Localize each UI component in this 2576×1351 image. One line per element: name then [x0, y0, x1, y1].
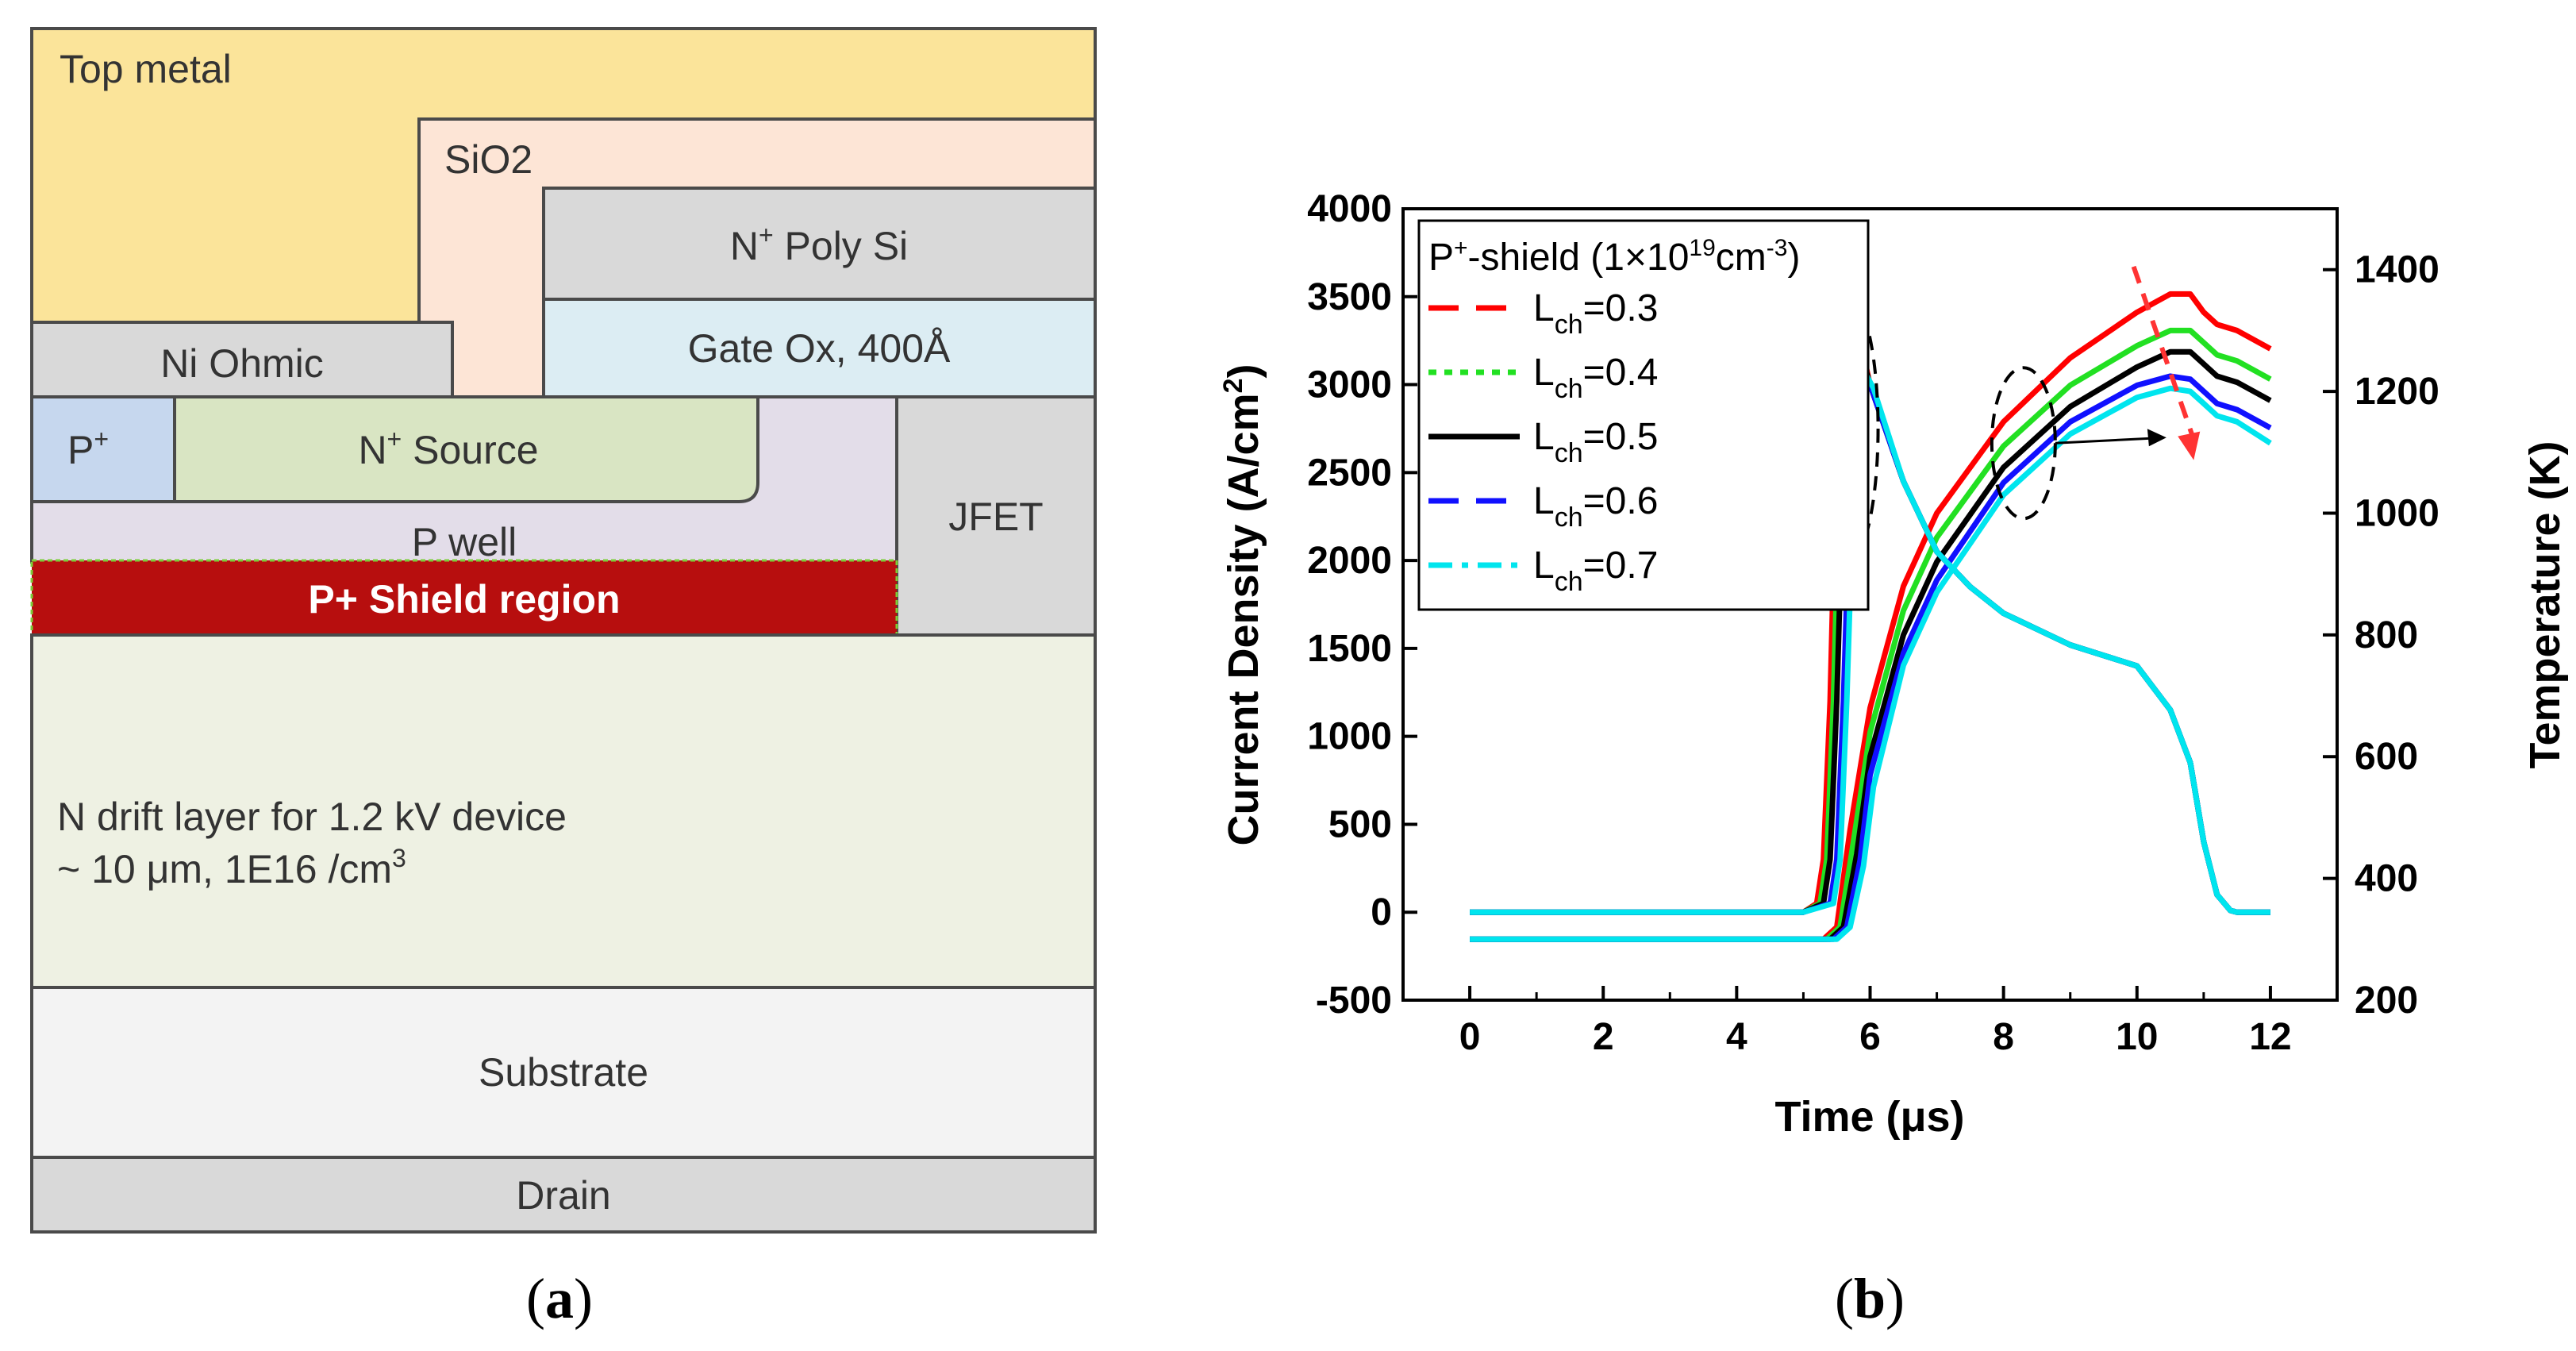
caption-a: (a) — [526, 1267, 593, 1330]
legend-entries: Lch=0.3 Lch=0.4 Lch=0.5 Lch=0.6 Lch=0.7 — [1428, 287, 1658, 597]
label-p-plus: P+ — [67, 425, 109, 472]
y-axis-right-title: Temperature (K) — [2521, 441, 2569, 768]
y-left-tick-label: 3500 — [1307, 276, 1392, 318]
y-left-tick-label: 3000 — [1307, 364, 1392, 406]
arrow-right-line — [2055, 437, 2151, 445]
y-left-tick-label: 500 — [1328, 803, 1392, 845]
legend: P+-shield (1×1019cm-3) Lch=0.3Lch=0.4Lch… — [1417, 219, 1870, 611]
x-tick-label: 2 — [1593, 1016, 1614, 1058]
y-right-tick-label: 1200 — [2355, 371, 2440, 413]
caption-b: (b) — [1835, 1267, 1905, 1330]
legend-box — [1417, 219, 1870, 611]
y-left-tick-label: 1000 — [1307, 716, 1392, 758]
x-tick-label: 6 — [1859, 1016, 1881, 1058]
label-jfet: JFET — [948, 495, 1043, 539]
arrow-right-head — [2147, 429, 2167, 447]
y-left-tick-label: -500 — [1316, 980, 1392, 1022]
y-left-tick-label: 4000 — [1307, 188, 1392, 230]
y-left-tick-label: 2000 — [1307, 540, 1392, 582]
label-drift-line1: N drift layer for 1.2 kV device — [57, 795, 567, 839]
trend-arrow-head — [2178, 431, 2201, 460]
label-ni-ohmic: Ni Ohmic — [160, 341, 324, 386]
legend-title: P+-shield (1×1019cm-3) — [1428, 235, 1800, 279]
temperature-curve — [1470, 385, 2272, 942]
x-tick-label: 4 — [1726, 1016, 1747, 1058]
layer-gate-ox — [542, 298, 1097, 398]
axes-ticks: 0 2 4 6 8 10 12 -500 0 500 1000 1500 2000 2500 3000 350… — [1307, 188, 2440, 1058]
label-p-shield: P+ Shield region — [308, 577, 620, 622]
x-tick-label: 12 — [2249, 1016, 2291, 1058]
layer-p-shield — [30, 559, 898, 637]
y-right-tick-label: 600 — [2355, 736, 2418, 778]
y-right-tick-label: 800 — [2355, 614, 2418, 656]
y-axis-left-title: Current Density (A/cm2) — [1218, 364, 1267, 845]
x-tick-label: 0 — [1459, 1016, 1481, 1058]
label-substrate: Substrate — [479, 1050, 648, 1095]
y-right-tick-label: 400 — [2355, 858, 2418, 900]
temperature-curve — [1470, 348, 2272, 942]
trend-arrow-line — [2131, 265, 2197, 441]
current-curve — [1470, 373, 2270, 915]
legend-label: Lch=0.4 — [1533, 352, 1658, 404]
y-right-tick-label: 200 — [2355, 980, 2418, 1022]
layer-substrate — [30, 986, 1097, 1159]
layer-jfet — [895, 395, 1097, 637]
temperature-curve — [1470, 327, 2272, 942]
label-top-metal: Top metal — [60, 47, 232, 91]
layer-drain — [30, 1156, 1097, 1234]
current-temperature-chart: 0 2 4 6 8 10 12 -500 0 500 1000 1500 2000 2500 3000 350… — [1218, 188, 2569, 1141]
x-axis-title: Time (μs) — [1774, 1093, 1964, 1141]
label-drain: Drain — [516, 1173, 610, 1218]
label-gate-ox: Gate Ox, 400Å — [688, 326, 951, 371]
label-drift-line2: ~ 10 μm, 1E16 /cm3 — [57, 844, 406, 891]
x-tick-label: 10 — [2116, 1016, 2158, 1058]
layer-drift — [30, 633, 1097, 989]
y-right-tick-label: 1000 — [2355, 492, 2440, 534]
label-n-source: N+ Source — [358, 425, 538, 472]
cross-section-diagram: Top metal SiO2 N+ Poly Si Ni Ohmic Gate … — [30, 27, 1097, 1234]
legend-label: Lch=0.6 — [1533, 480, 1658, 533]
layer-p-plus — [30, 395, 176, 503]
legend-label: Lch=0.3 — [1533, 287, 1658, 340]
label-sio2: SiO2 — [444, 137, 533, 182]
legend-label: Lch=0.5 — [1533, 416, 1658, 468]
data-curves — [1470, 285, 2272, 942]
temperature-curve — [1470, 291, 2272, 942]
label-poly-si: N+ Poly Si — [730, 221, 908, 268]
layer-n-source — [173, 395, 759, 503]
temperature-curve — [1470, 373, 2272, 942]
layer-poly-si — [542, 187, 1097, 301]
y-right-tick-label: 1400 — [2355, 249, 2440, 291]
y-left-tick-label: 0 — [1371, 891, 1392, 933]
label-p-well: P well — [412, 520, 517, 564]
legend-label: Lch=0.7 — [1533, 545, 1658, 597]
y-left-tick-label: 2500 — [1307, 452, 1392, 494]
y-left-tick-label: 1500 — [1307, 628, 1392, 670]
x-tick-label: 8 — [1993, 1016, 2014, 1058]
